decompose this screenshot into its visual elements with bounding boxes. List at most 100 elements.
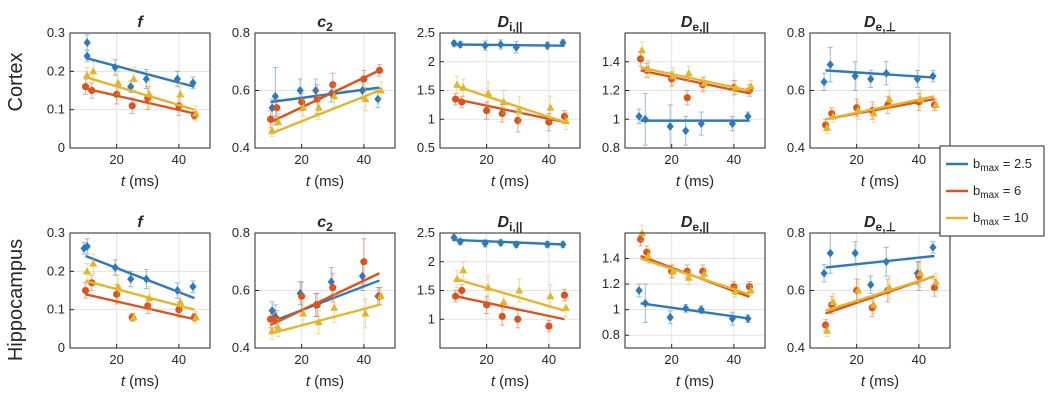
fit-line [85, 75, 195, 111]
data-point [931, 100, 940, 108]
panel-cortex-depar: 20 40 0.8 1 1.2 1.4 De,|| t (ms) [602, 14, 766, 190]
data-point [700, 79, 709, 87]
fit-line [455, 43, 565, 47]
data-point [931, 277, 940, 285]
series-bmax-2-5 [820, 232, 937, 294]
series-bmax-10 [453, 75, 570, 131]
y-tick-label: 2 [428, 254, 435, 269]
y-tick-label: 0.6 [232, 283, 250, 298]
series-bmax-10 [638, 224, 755, 298]
x-tick-label: 40 [357, 152, 371, 167]
series-bmax-2-5 [80, 238, 197, 300]
row-label-hippocampus: Hippocampus [5, 239, 27, 361]
series-bmax-10 [83, 61, 200, 122]
legend-label: bmax = 6 [973, 183, 1021, 201]
series-bmax-10 [453, 261, 570, 317]
data-point [89, 259, 98, 267]
y-tick-label: 1.2 [602, 276, 620, 291]
data-point [666, 122, 674, 131]
fit-line [270, 89, 380, 135]
series-bmax-2-5 [635, 92, 752, 149]
data-point [314, 103, 323, 111]
x-tick-label: 20 [664, 352, 678, 367]
data-point [514, 116, 522, 124]
x-tick-label: 40 [542, 152, 556, 167]
data-point [176, 90, 185, 98]
data-point [81, 286, 90, 295]
data-point [700, 269, 709, 277]
panel-title: Di,|| [498, 14, 523, 34]
data-point [669, 267, 678, 275]
y-tick-label: 0.8 [602, 140, 620, 155]
x-tick-label: 20 [109, 352, 123, 367]
y-tick-label: 0.6 [787, 283, 805, 298]
panel-title: De,⊥ [864, 214, 896, 234]
data-point [127, 274, 135, 284]
fit-line [640, 66, 750, 92]
data-point [561, 303, 570, 311]
axes-box [624, 232, 766, 349]
y-tick-label: 0.1 [47, 102, 65, 117]
data-point [515, 286, 524, 294]
panel-title: f [137, 214, 144, 231]
data-point [820, 77, 828, 87]
axes-box [809, 32, 951, 149]
x-axis-label: t (ms) [676, 373, 714, 390]
data-point [867, 74, 875, 84]
data-point [851, 71, 859, 81]
data-point [823, 326, 832, 334]
y-tick-label: 2.5 [417, 225, 435, 240]
x-tick-label: 40 [172, 152, 186, 167]
y-tick-label: 0.2 [47, 63, 65, 78]
data-point [83, 38, 91, 47]
data-point [644, 251, 653, 259]
data-point [684, 69, 693, 77]
fit-line [270, 272, 380, 327]
panel-hippo-f: 20 40 0 0.1 0.2 0.3 f t (ms) [47, 214, 211, 390]
y-tick-label: 0.1 [47, 302, 65, 317]
panel-title: Di,|| [498, 214, 523, 234]
data-point [83, 267, 92, 275]
data-point [273, 104, 281, 112]
data-point [916, 269, 925, 277]
data-point [929, 242, 937, 252]
fit-line [270, 303, 380, 335]
y-tick-label: 0.3 [47, 25, 65, 40]
data-point [682, 126, 690, 136]
y-tick-label: 0.8 [232, 25, 250, 40]
data-point [376, 292, 385, 300]
data-point [296, 86, 304, 95]
axes-box [439, 32, 581, 149]
fit-line [455, 277, 565, 312]
data-point [851, 248, 859, 258]
x-axis-label: t (ms) [121, 373, 159, 390]
data-point [113, 290, 121, 298]
panel-title: c2 [317, 14, 333, 34]
data-point [484, 89, 493, 97]
data-point [83, 70, 92, 79]
fit-line [85, 87, 195, 115]
panel-title: De,|| [681, 214, 709, 234]
fit-line [455, 84, 565, 124]
x-tick-label: 20 [294, 352, 308, 367]
data-point [481, 238, 489, 248]
fit-line [270, 69, 380, 124]
data-point [458, 286, 466, 295]
data-point [374, 94, 382, 104]
data-point [80, 243, 88, 253]
data-point [666, 312, 674, 322]
x-tick-label: 40 [172, 352, 186, 367]
y-tick-label: 1 [428, 111, 435, 126]
data-point [483, 107, 491, 115]
x-tick-label: 40 [727, 352, 741, 367]
data-point [361, 309, 370, 317]
axes-box [624, 32, 766, 149]
y-tick-label: 1 [428, 311, 435, 326]
series-bmax-2-5 [83, 34, 197, 93]
panel-title: f [137, 14, 144, 31]
data-point [635, 286, 643, 295]
x-tick-label: 20 [109, 152, 123, 167]
axes-box [254, 232, 396, 349]
fit-line [825, 95, 935, 121]
data-point [514, 315, 522, 323]
